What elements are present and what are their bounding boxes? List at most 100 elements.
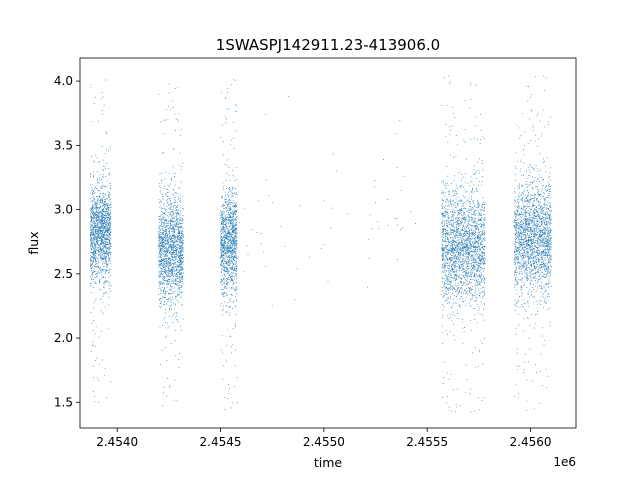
data-point [469,279,471,281]
data-point [179,278,181,280]
data-point [97,198,99,200]
data-point [105,131,107,133]
data-point [474,283,476,285]
data-point [453,334,455,336]
data-point [158,232,160,234]
data-point [229,246,231,248]
data-point [227,329,229,331]
data-point [443,77,445,79]
data-point [387,199,389,200]
data-point [93,391,95,393]
data-point [469,270,471,272]
data-point [92,190,94,192]
data-point [159,272,161,274]
data-point [95,255,97,257]
data-point [229,220,231,221]
data-point [90,219,92,220]
data-point [92,231,94,233]
data-point [94,239,96,241]
data-point [161,172,163,174]
data-point [223,282,225,284]
data-point [100,252,102,254]
data-point [175,212,177,214]
data-point [164,242,166,244]
data-point [484,279,486,281]
data-point [461,321,463,323]
data-point [227,228,229,230]
data-point [226,261,227,263]
data-point [91,232,93,234]
data-point [163,231,165,233]
data-point [105,220,107,222]
data-point [159,204,161,206]
data-point [177,260,179,262]
data-point [91,215,93,217]
data-point [231,265,233,267]
data-point [103,251,104,253]
data-point [91,121,93,123]
data-point [168,204,170,205]
data-point [179,276,181,278]
data-point [229,249,231,251]
data-point [159,230,161,231]
data-point [230,209,232,211]
data-point [104,374,106,376]
data-point [232,344,234,346]
data-point [105,222,107,224]
data-point [465,196,467,198]
data-point [95,238,97,240]
data-point [97,247,99,249]
data-point [92,218,94,220]
data-point [95,259,97,261]
data-point [228,392,230,394]
data-point [445,201,447,203]
data-point [102,211,103,213]
data-point [168,292,170,294]
data-point [162,219,164,220]
data-point [233,226,235,228]
data-point [229,257,231,259]
data-point [441,228,443,230]
data-point [162,196,164,198]
data-point [168,228,170,230]
data-point [166,247,167,249]
data-point [173,227,175,229]
data-point [170,203,172,205]
data-point [222,243,224,245]
data-point [94,255,96,257]
data-points [89,75,552,413]
data-point [158,276,160,278]
data-point [175,257,177,259]
data-point [105,227,107,229]
data-point [238,256,239,258]
data-point [168,301,170,303]
data-point [92,203,94,205]
data-point [103,253,105,255]
data-point [174,88,176,90]
data-point [92,227,94,229]
data-point [223,223,225,225]
data-point [102,295,104,297]
data-point [470,239,472,241]
data-point [164,218,166,220]
data-point [92,208,94,210]
data-point [457,388,459,390]
data-point [173,262,175,264]
data-point [167,254,169,256]
data-point [222,263,224,265]
data-point [93,279,95,280]
data-point [462,298,464,300]
data-point [162,216,164,217]
data-point [394,218,396,219]
data-point [102,231,104,233]
data-point [161,201,163,203]
data-point [104,198,106,200]
data-point [235,233,237,235]
data-point [227,192,229,194]
data-point [224,227,226,229]
data-point [473,183,475,185]
data-point [104,306,106,308]
data-point [99,240,101,242]
data-point [97,218,99,220]
data-point [106,215,108,217]
